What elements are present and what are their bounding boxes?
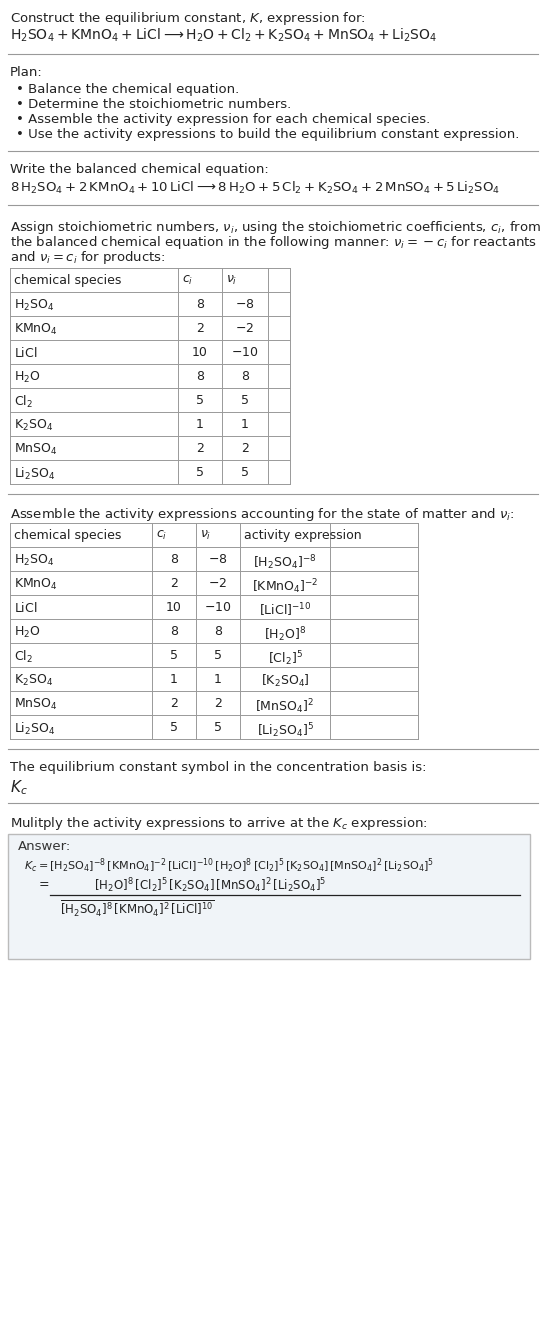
Text: $\nu_i$: $\nu_i$ [200,529,211,542]
Text: $\mathrm{H_2O}$: $\mathrm{H_2O}$ [14,370,40,385]
Text: Construct the equilibrium constant, $K$, expression for:: Construct the equilibrium constant, $K$,… [10,11,366,27]
Text: $c_i$: $c_i$ [182,274,193,288]
Text: 8: 8 [170,553,178,566]
Text: Assemble the activity expressions accounting for the state of matter and $\nu_i$: Assemble the activity expressions accoun… [10,507,515,522]
Text: $\mathrm{H_2O}$: $\mathrm{H_2O}$ [14,625,40,640]
Text: Write the balanced chemical equation:: Write the balanced chemical equation: [10,163,269,176]
Text: $\quad\quad\quad [\mathrm{H_2O}]^{8}\,[\mathrm{Cl_2}]^{5}\,[\mathrm{K_2SO_4}]\,[: $\quad\quad\quad [\mathrm{H_2O}]^{8}\,[\… [60,876,327,895]
Text: Plan:: Plan: [10,66,43,80]
Text: $\mathrm{H_2SO_4 + KMnO_4 + LiCl \longrightarrow H_2O + Cl_2 + K_2SO_4 + MnSO_4 : $\mathrm{H_2SO_4 + KMnO_4 + LiCl \longri… [10,27,437,44]
Text: 1: 1 [214,674,222,686]
Text: $[\mathrm{K_2SO_4}]$: $[\mathrm{K_2SO_4}]$ [260,674,310,690]
Text: Answer:: Answer: [18,839,71,853]
Text: 2: 2 [241,442,249,455]
Text: $\mathrm{Li_2SO_4}$: $\mathrm{Li_2SO_4}$ [14,721,55,737]
Text: 10: 10 [192,346,208,359]
Text: chemical species: chemical species [14,274,121,286]
Text: 5: 5 [241,394,249,407]
Text: $\mathrm{LiCl}$: $\mathrm{LiCl}$ [14,346,38,359]
Text: 8: 8 [196,370,204,383]
Text: $-8$: $-8$ [208,553,228,566]
Text: the balanced chemical equation in the following manner: $\nu_i = -c_i$ for react: the balanced chemical equation in the fo… [10,233,537,251]
Text: chemical species: chemical species [14,529,121,542]
Text: $\mathrm{H_2SO_4}$: $\mathrm{H_2SO_4}$ [14,553,54,568]
Text: $\mathrm{H_2SO_4}$: $\mathrm{H_2SO_4}$ [14,298,54,313]
Text: $[\mathrm{Cl_2}]^{5}$: $[\mathrm{Cl_2}]^{5}$ [268,648,302,668]
Text: 8: 8 [241,370,249,383]
Text: $K_c = [\mathrm{H_2SO_4}]^{-8}\,[\mathrm{KMnO_4}]^{-2}\,[\mathrm{LiCl}]^{-10}\,[: $K_c = [\mathrm{H_2SO_4}]^{-8}\,[\mathrm… [24,857,434,875]
Text: 2: 2 [214,697,222,709]
Text: $\nu_i$: $\nu_i$ [226,274,238,288]
Text: Mulitply the activity expressions to arrive at the $K_c$ expression:: Mulitply the activity expressions to arr… [10,815,428,831]
Text: $\mathrm{LiCl}$: $\mathrm{LiCl}$ [14,601,38,615]
Text: $[\mathrm{MnSO_4}]^{2}$: $[\mathrm{MnSO_4}]^{2}$ [256,697,314,716]
Text: $-8$: $-8$ [235,298,255,312]
Text: $\mathrm{K_2SO_4}$: $\mathrm{K_2SO_4}$ [14,418,53,434]
Text: 5: 5 [196,394,204,407]
Text: $\mathrm{KMnO_4}$: $\mathrm{KMnO_4}$ [14,577,58,593]
Text: 2: 2 [196,442,204,455]
Text: $[\mathrm{LiCl}]^{-10}$: $[\mathrm{LiCl}]^{-10}$ [259,601,311,618]
Text: 5: 5 [170,648,178,662]
Text: $\mathrm{KMnO_4}$: $\mathrm{KMnO_4}$ [14,322,58,337]
Text: 8: 8 [196,298,204,312]
Text: 2: 2 [170,577,178,590]
Text: $\mathrm{MnSO_4}$: $\mathrm{MnSO_4}$ [14,697,57,712]
Text: $[\mathrm{Li_2SO_4}]^{5}$: $[\mathrm{Li_2SO_4}]^{5}$ [257,721,313,740]
Text: and $\nu_i = c_i$ for products:: and $\nu_i = c_i$ for products: [10,249,165,267]
Text: 2: 2 [196,322,204,335]
Text: $K_c$: $K_c$ [10,778,28,797]
Text: 5: 5 [170,721,178,735]
Text: $\mathrm{Cl_2}$: $\mathrm{Cl_2}$ [14,394,33,410]
Text: 2: 2 [170,697,178,709]
Text: $\overline{[\mathrm{H_2SO_4}]^{8}\,[\mathrm{KMnO_4}]^{2}\,[\mathrm{LiCl}]^{10}}$: $\overline{[\mathrm{H_2SO_4}]^{8}\,[\mat… [60,898,214,918]
Text: $-2$: $-2$ [235,322,254,335]
Text: 5: 5 [214,648,222,662]
Text: $[\mathrm{H_2O}]^{8}$: $[\mathrm{H_2O}]^{8}$ [264,625,306,643]
Text: 1: 1 [170,674,178,686]
Text: • Balance the chemical equation.: • Balance the chemical equation. [16,84,239,95]
Text: • Assemble the activity expression for each chemical species.: • Assemble the activity expression for e… [16,113,430,126]
Text: • Determine the stoichiometric numbers.: • Determine the stoichiometric numbers. [16,98,291,111]
Text: • Use the activity expressions to build the equilibrium constant expression.: • Use the activity expressions to build … [16,129,519,141]
Text: 5: 5 [241,465,249,479]
Text: $\mathrm{Li_2SO_4}$: $\mathrm{Li_2SO_4}$ [14,465,55,483]
Text: $[\mathrm{KMnO_4}]^{-2}$: $[\mathrm{KMnO_4}]^{-2}$ [252,577,318,595]
Text: $[\mathrm{H_2SO_4}]^{-8}$: $[\mathrm{H_2SO_4}]^{-8}$ [253,553,317,572]
Text: 8: 8 [170,625,178,638]
Text: 1: 1 [196,418,204,431]
Text: activity expression: activity expression [244,529,361,542]
Text: 10: 10 [166,601,182,614]
Text: $-2$: $-2$ [209,577,228,590]
Text: $-10$: $-10$ [204,601,232,614]
Text: $=$: $=$ [36,876,50,888]
Text: The equilibrium constant symbol in the concentration basis is:: The equilibrium constant symbol in the c… [10,761,426,774]
Text: 1: 1 [241,418,249,431]
Text: $c_i$: $c_i$ [156,529,167,542]
Text: 5: 5 [196,465,204,479]
Text: $8\,\mathrm{H_2SO_4} + 2\,\mathrm{KMnO_4} + 10\,\mathrm{LiCl} \longrightarrow 8\: $8\,\mathrm{H_2SO_4} + 2\,\mathrm{KMnO_4… [10,180,500,196]
Text: $\mathrm{Cl_2}$: $\mathrm{Cl_2}$ [14,648,33,666]
FancyBboxPatch shape [8,834,530,959]
Text: $\mathrm{MnSO_4}$: $\mathrm{MnSO_4}$ [14,442,57,457]
Text: $-10$: $-10$ [231,346,259,359]
Text: Assign stoichiometric numbers, $\nu_i$, using the stoichiometric coefficients, $: Assign stoichiometric numbers, $\nu_i$, … [10,219,541,236]
Text: 5: 5 [214,721,222,735]
Text: $\mathrm{K_2SO_4}$: $\mathrm{K_2SO_4}$ [14,674,53,688]
Text: 8: 8 [214,625,222,638]
